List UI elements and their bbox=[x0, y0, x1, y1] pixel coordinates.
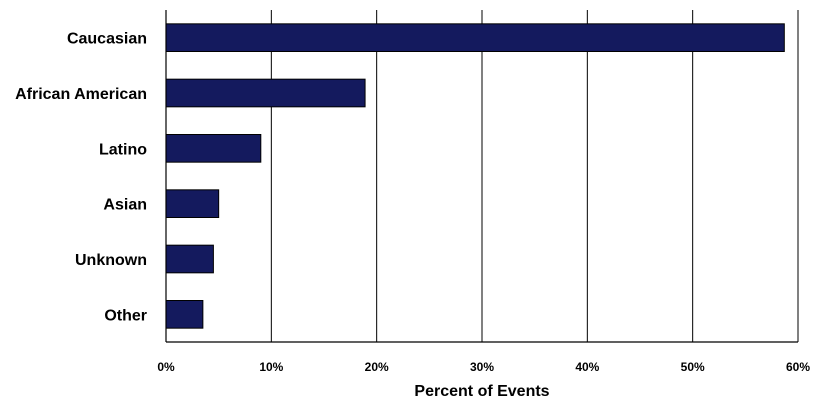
category-labels: Caucasian African American Latino Asian Unkn… bbox=[15, 31, 147, 325]
category-label: Asian bbox=[103, 197, 147, 214]
bar-other bbox=[165, 300, 204, 329]
category-label: Latino bbox=[99, 141, 147, 158]
bar-caucasian bbox=[165, 23, 785, 52]
x-tick-label: 0% bbox=[157, 360, 175, 374]
x-tick-label: 50% bbox=[681, 360, 705, 374]
bar-african-american bbox=[165, 78, 366, 108]
category-label: Other bbox=[104, 307, 147, 324]
x-tick-label: 10% bbox=[259, 360, 283, 374]
x-tick-label: 30% bbox=[470, 360, 494, 374]
bar-asian bbox=[165, 189, 220, 218]
gridlines bbox=[270, 10, 799, 342]
category-label: Caucasian bbox=[67, 31, 147, 48]
axes bbox=[165, 10, 798, 343]
x-tick-label: 40% bbox=[575, 360, 599, 374]
bar-latino bbox=[165, 134, 262, 163]
x-tick-label: 60% bbox=[786, 360, 810, 374]
category-label: African American bbox=[15, 86, 147, 103]
x-tick-labels: 0% 10% 20% 30% 40% 50% 60% bbox=[157, 360, 810, 374]
x-axis-title: Percent of Events bbox=[414, 383, 549, 400]
category-label: Unknown bbox=[75, 252, 147, 269]
bars bbox=[165, 23, 785, 329]
x-tick-label: 20% bbox=[365, 360, 389, 374]
bar-unknown bbox=[165, 244, 214, 274]
